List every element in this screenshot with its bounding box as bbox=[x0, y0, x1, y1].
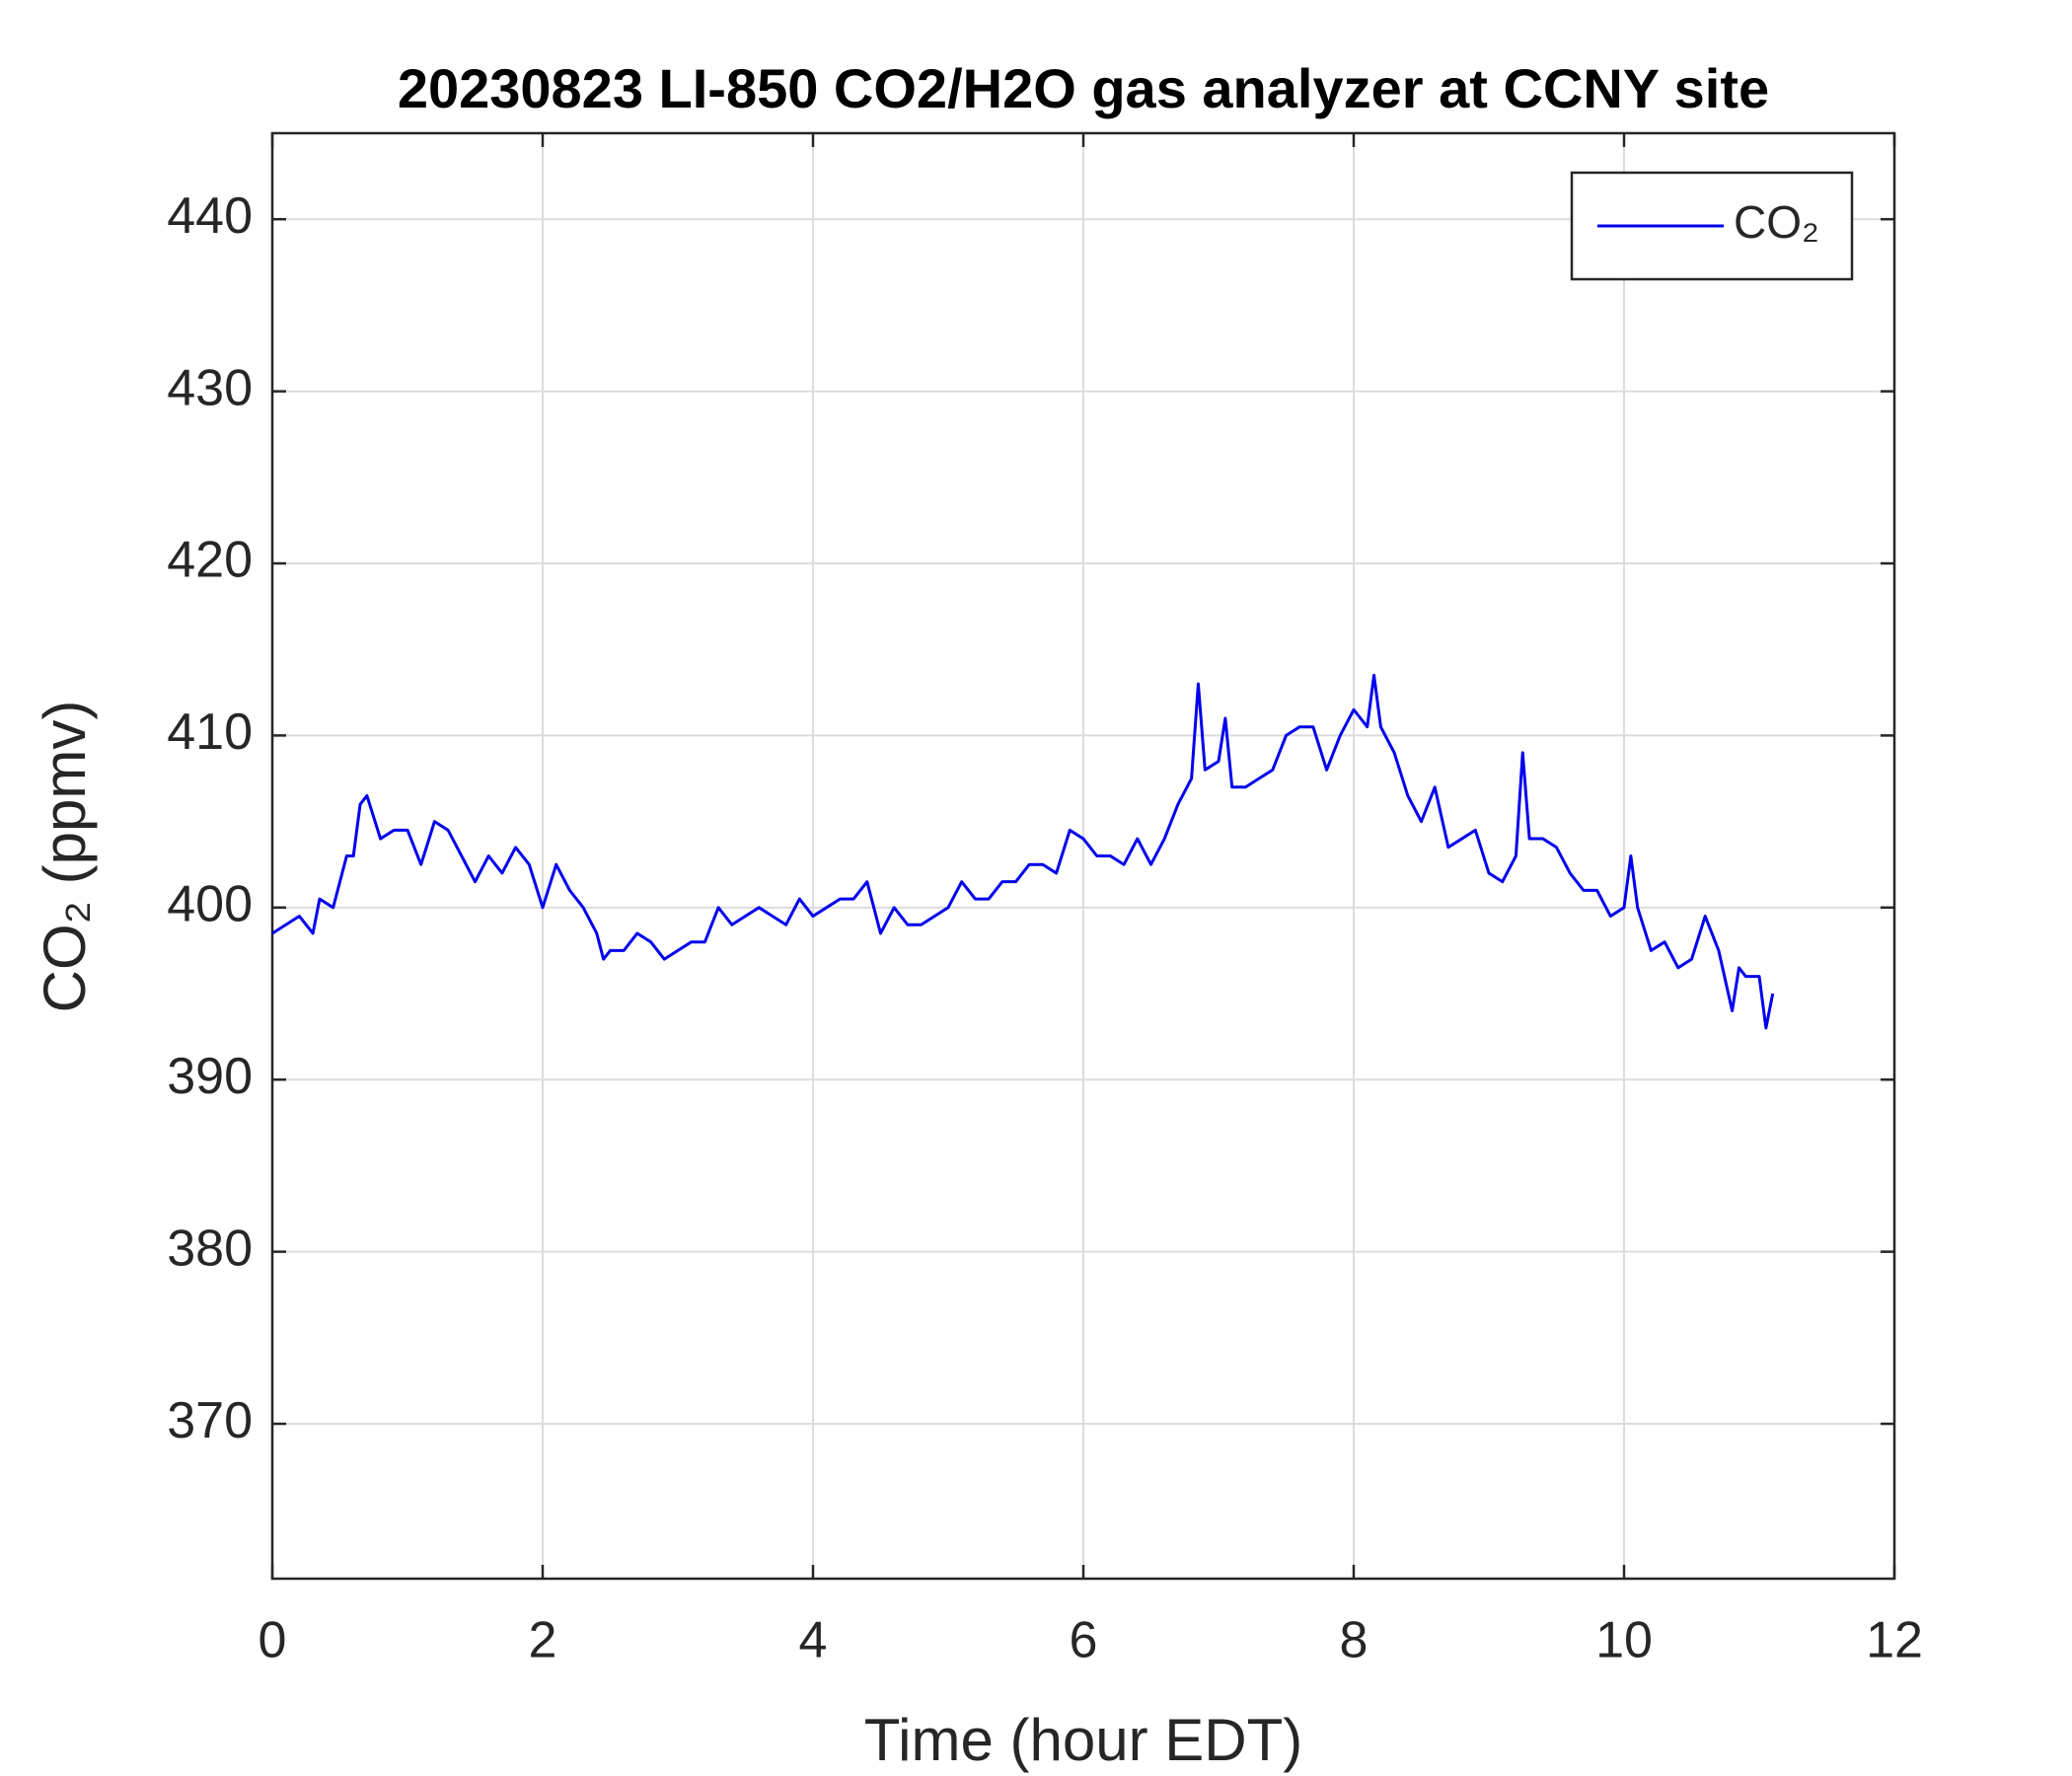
x-tick-label: 10 bbox=[1595, 1612, 1653, 1669]
y-tick-label: 420 bbox=[167, 532, 253, 589]
data-line bbox=[271, 673, 1775, 1030]
plot-frame bbox=[270, 131, 1896, 1581]
y-tick-label: 400 bbox=[167, 876, 253, 933]
x-tick-label: 2 bbox=[529, 1612, 557, 1669]
y-axis-label: CO₂ (ppmv) bbox=[32, 701, 98, 1013]
y-tick-label: 370 bbox=[167, 1392, 253, 1449]
x-tick-label: 6 bbox=[1070, 1612, 1098, 1669]
x-tick-label: 8 bbox=[1340, 1612, 1369, 1669]
y-tick-label: 430 bbox=[167, 359, 253, 416]
y-tick-label: 390 bbox=[167, 1048, 253, 1105]
x-tick-label: 0 bbox=[259, 1612, 287, 1669]
x-tick-label: 4 bbox=[799, 1612, 828, 1669]
y-tick-label: 410 bbox=[167, 703, 253, 761]
x-tick-label: 12 bbox=[1866, 1612, 1923, 1669]
x-axis-label: Time (hour EDT) bbox=[864, 1707, 1303, 1773]
chart-title: 20230823 LI-850 CO2/H2O gas analyzer at … bbox=[398, 57, 1769, 119]
y-tick-label: 380 bbox=[167, 1220, 253, 1277]
y-tick-label: 440 bbox=[167, 187, 253, 245]
legend-label: CO₂ bbox=[1734, 196, 1819, 248]
